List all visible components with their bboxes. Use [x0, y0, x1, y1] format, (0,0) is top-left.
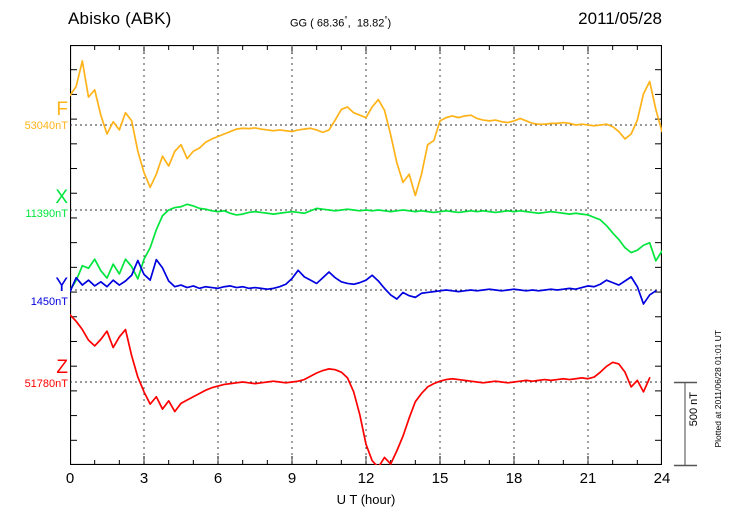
magnetogram-plot [70, 45, 662, 465]
component-label-Z: Z 51780nT [0, 358, 68, 391]
plot-canvas [70, 45, 662, 465]
geographic-coordinates: GG ( 68.36°, 18.82°) [290, 15, 391, 30]
x-tick-0: 0 [65, 470, 75, 487]
component-label-X: X 11390nT [0, 188, 68, 221]
observation-date: 2011/05/28 [578, 9, 662, 28]
x-tick-6: 6 [213, 470, 223, 487]
coords-separator: , [347, 17, 354, 30]
x-tick-9: 9 [287, 470, 297, 487]
station-title: Abisko (ABK) [68, 9, 172, 28]
plotted-timestamp: Plotted at 2011/06/28 01:01 UT [713, 330, 723, 448]
component-baseline-X: 11390nT [25, 208, 68, 220]
component-baseline-Y: 1450nT [30, 296, 68, 308]
x-tick-3: 3 [139, 470, 149, 487]
degree-symbol-lon: ° [384, 15, 388, 24]
component-symbol-X: X [55, 187, 68, 208]
coords-suffix: ) [387, 17, 392, 30]
x-tick-18: 18 [505, 470, 523, 487]
scale-bar [674, 381, 697, 467]
degree-symbol-lat: ° [344, 15, 348, 24]
component-label-F: F 53040nT [0, 100, 68, 133]
component-baseline-Z: 51780nT [24, 378, 68, 390]
component-symbol-Y: Y [55, 275, 68, 296]
component-symbol-Z: Z [56, 357, 68, 378]
component-baseline-F: 53040nT [24, 120, 68, 132]
x-tick-15: 15 [431, 470, 449, 487]
coords-prefix: GG ( [290, 17, 317, 30]
component-symbol-F: F [56, 99, 68, 120]
coords-longitude: 18.82 [356, 17, 385, 30]
component-label-Y: Y 1450nT [0, 276, 68, 309]
x-tick-12: 12 [357, 470, 375, 487]
coords-latitude: 68.36 [316, 17, 345, 30]
x-tick-24: 24 [653, 470, 671, 487]
scale-bar-label: 500 nT [688, 392, 700, 427]
x-tick-21: 21 [579, 470, 597, 487]
x-axis-title: U T (hour) [336, 492, 396, 507]
